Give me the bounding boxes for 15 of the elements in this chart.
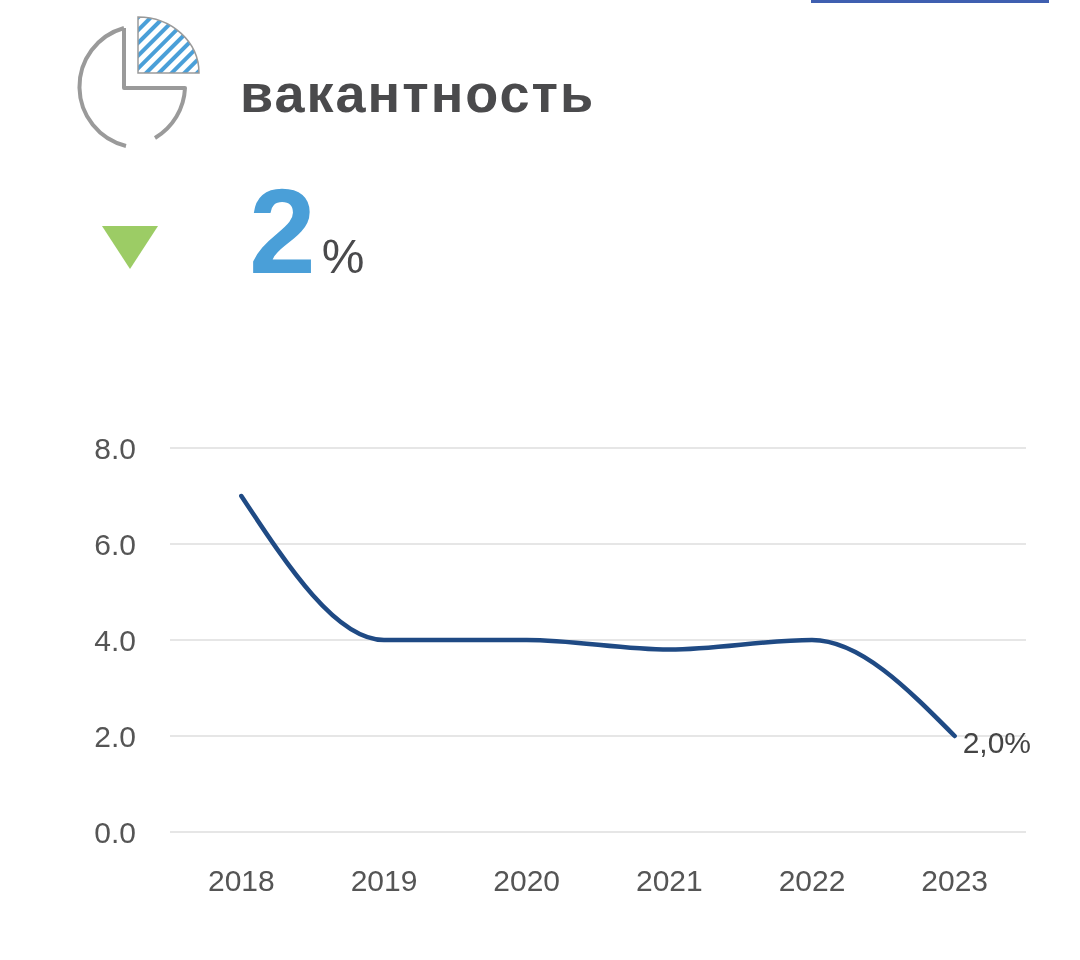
x-tick-label: 2021 [635, 864, 703, 898]
y-tick-label: 0.0 [94, 815, 136, 849]
chart-title: вакантность [240, 63, 596, 123]
x-tick-label: 2019 [350, 864, 418, 898]
y-tick-label: 6.0 [94, 527, 136, 561]
x-tick-label: 2020 [493, 864, 561, 898]
x-tick-label: 2023 [921, 864, 989, 898]
text: 2% [249, 164, 365, 298]
x-tick-label: 2018 [207, 864, 275, 898]
y-tick-label: 2.0 [94, 719, 136, 753]
y-tick-label: 4.0 [94, 623, 136, 657]
x-tick-label: 2022 [778, 864, 846, 898]
line-series [239, 493, 957, 739]
data-label: 2,0% [962, 725, 1032, 759]
y-tick-label: 8.0 [94, 431, 136, 465]
